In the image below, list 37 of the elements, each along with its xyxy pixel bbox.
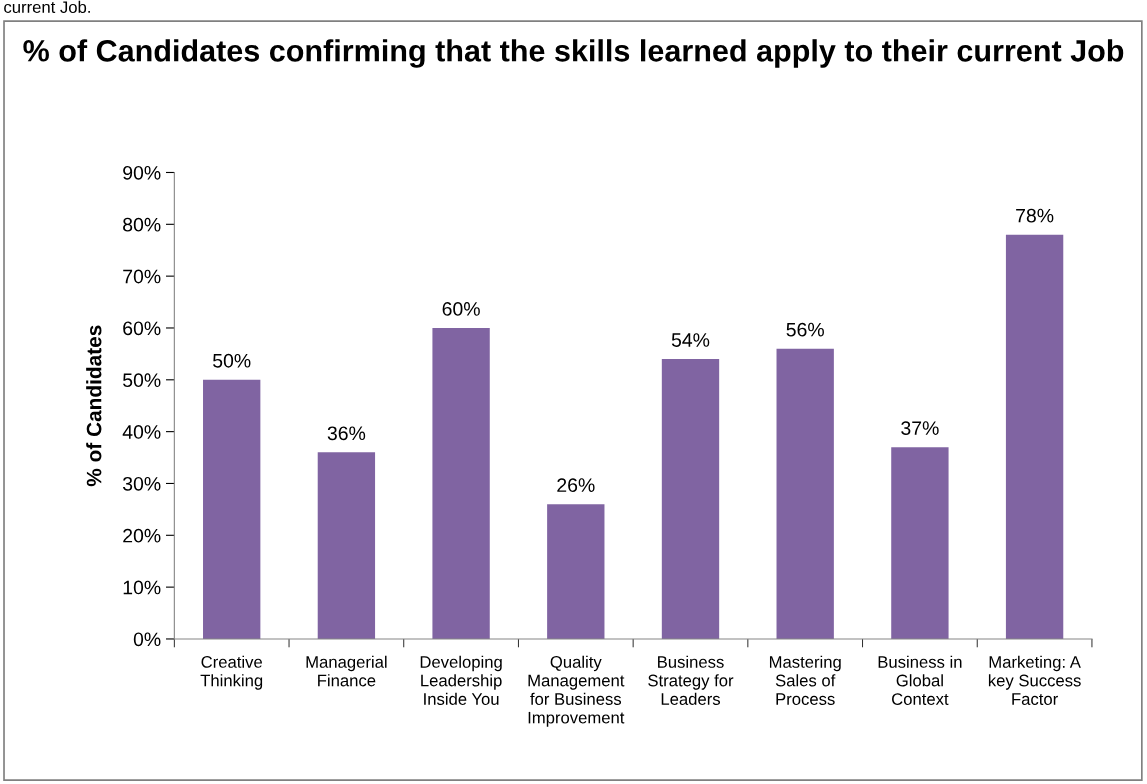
bar bbox=[891, 447, 949, 639]
y-tick-label: 60% bbox=[123, 321, 161, 336]
y-axis-title: % of Candidates bbox=[86, 325, 102, 487]
y-tick-label: 90% bbox=[123, 165, 161, 180]
data-label: 37% bbox=[901, 421, 939, 436]
y-tick-label: 70% bbox=[123, 269, 161, 284]
bar bbox=[547, 504, 605, 639]
data-label: 60% bbox=[442, 302, 480, 316]
x-tick-label: Managerial Finance bbox=[306, 655, 387, 687]
x-tick-label: Business Strategy for Leaders bbox=[648, 655, 734, 705]
bar bbox=[317, 452, 376, 639]
y-tick-label: 40% bbox=[122, 425, 161, 439]
data-label: 50% bbox=[213, 353, 251, 368]
x-tick-label: Quality Management for Business Improvement bbox=[528, 655, 625, 727]
bar bbox=[1005, 234, 1064, 639]
data-label: 56% bbox=[786, 322, 824, 337]
data-label: 36% bbox=[327, 426, 366, 441]
x-tick-label: Business in Global Context bbox=[878, 655, 962, 705]
bar bbox=[203, 379, 261, 639]
x-tick-label: Creative Thinking bbox=[200, 655, 263, 690]
y-tick-label: 20% bbox=[123, 528, 161, 543]
data-label: 54% bbox=[671, 333, 710, 347]
bar bbox=[432, 327, 490, 639]
bar bbox=[661, 359, 720, 639]
chart-title: % of Candidates confirming that the skills learned apply to their current Job bbox=[23, 39, 1124, 68]
y-tick-label: 10% bbox=[123, 580, 161, 595]
y-tick-label: 50% bbox=[123, 373, 161, 388]
y-tick-label: 30% bbox=[122, 476, 161, 491]
text: current Job. bbox=[4, 0, 90, 14]
x-tick-label: Developing Leadership Inside You bbox=[420, 655, 502, 705]
x-tick-label: Marketing: A key Success Factor bbox=[988, 655, 1081, 705]
data-label: 78% bbox=[1016, 208, 1054, 223]
data-label: 26% bbox=[557, 478, 595, 493]
bar bbox=[776, 348, 834, 639]
y-tick-label: 0% bbox=[133, 632, 161, 647]
y-tick-label: 80% bbox=[123, 217, 161, 232]
x-tick-label: Mastering Sales of Process bbox=[769, 655, 841, 705]
